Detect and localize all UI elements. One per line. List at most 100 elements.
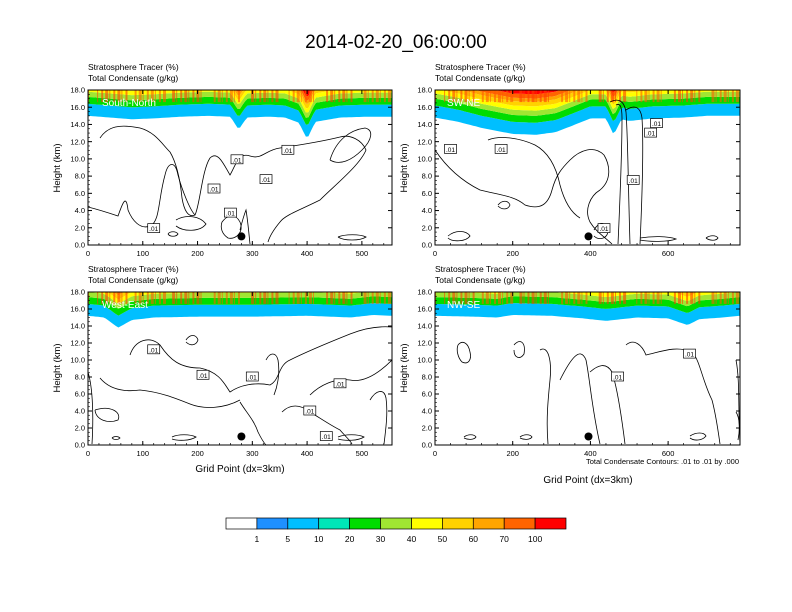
tracer-streak <box>489 292 491 304</box>
panel-nw-se: Stratosphere Tracer (%) Total Condensate… <box>399 264 741 486</box>
tracer-streak <box>444 292 446 304</box>
contour-info: Total Condensate Contours: .01 to .01 by… <box>586 457 739 466</box>
condensate-contour <box>167 231 179 237</box>
tracer-streak <box>225 292 228 304</box>
y-tick-label: 10.0 <box>417 154 432 163</box>
tracer-streak <box>97 292 99 304</box>
panel-header-line-2: Total Condensate (g/kg) <box>435 73 525 83</box>
condensate-contour <box>185 335 199 346</box>
y-tick-label: 0.0 <box>422 441 432 450</box>
tracer-streak <box>494 292 496 304</box>
tracer-streak <box>652 292 655 304</box>
tracer-streak <box>485 90 489 103</box>
contour-label-text: .01 <box>599 226 608 233</box>
tracer-streak <box>460 292 463 304</box>
tracer-streak <box>531 292 535 304</box>
tracer-streak <box>308 90 312 103</box>
tracer-streak <box>561 292 564 304</box>
tracer-streak <box>229 292 233 304</box>
condensate-contour <box>735 411 740 441</box>
tracer-streak <box>452 90 456 103</box>
tracer-streak <box>134 292 137 304</box>
tracer-streak <box>652 90 655 103</box>
tracer-streak <box>326 292 329 304</box>
contour-label-text: .01 <box>283 148 292 155</box>
condensate-contour <box>487 137 581 219</box>
colorbar-swatch <box>318 517 350 530</box>
y-tick-label: 6.0 <box>422 390 432 399</box>
condensate-contour <box>111 436 121 440</box>
colorbar-swatch <box>380 517 412 530</box>
tracer-streak <box>158 292 161 304</box>
tracer-streak <box>259 292 262 304</box>
tracer-streak <box>221 292 223 304</box>
tracer-streak <box>188 90 190 103</box>
tracer-streak <box>117 90 121 103</box>
tracer-streak <box>598 90 602 103</box>
tracer-streak <box>105 292 109 304</box>
y-tick-label: 14.0 <box>70 322 85 331</box>
colorbar-swatch <box>442 517 474 530</box>
contour-label: .01 <box>626 175 640 185</box>
contour-label-text: .01 <box>652 121 661 128</box>
tracer-streak <box>213 90 216 103</box>
tracer-streak <box>192 90 195 103</box>
tracer-streak <box>350 292 353 304</box>
condensate-contour <box>519 434 533 440</box>
tracer-streak <box>217 292 221 304</box>
colorbar: 1 5 10 20 30 40 50 60 70 100 <box>225 517 567 544</box>
tracer-streak <box>346 90 348 103</box>
panel-label: SW-NE <box>447 98 480 109</box>
condensate-contour <box>171 434 197 441</box>
tracer-streak <box>519 90 523 103</box>
tracer-streak <box>485 292 489 304</box>
contour-label: .01 <box>319 431 333 441</box>
colorbar-label: 10 <box>314 534 324 544</box>
tracer-streak <box>387 90 391 103</box>
contour-label: .01 <box>245 371 259 382</box>
x-axis-label: Grid Point (dx=3km) <box>195 464 284 475</box>
contour-label-text: .01 <box>685 352 694 359</box>
tracer-streak <box>644 90 648 103</box>
contour-label: .01 <box>494 144 508 154</box>
y-tick-label: 18.0 <box>70 288 85 297</box>
tracer-streak <box>387 292 391 304</box>
tracer-streak <box>535 292 537 304</box>
tracer-streak <box>678 90 681 103</box>
tracer-streak <box>715 292 717 304</box>
tracer-band <box>435 90 740 111</box>
x-tick-label: 0 <box>86 449 90 458</box>
tracer-streak <box>640 90 643 103</box>
tracer-streak <box>468 292 470 304</box>
colorbar-swatch <box>256 517 289 530</box>
y-tick-label: 18.0 <box>70 86 85 95</box>
y-tick-label: 4.0 <box>422 206 432 215</box>
contour-label-text: .01 <box>232 157 241 164</box>
tracer-streak <box>481 90 484 103</box>
tracer-streak <box>142 292 144 304</box>
tracer-streak <box>379 90 381 103</box>
tracer-streak <box>448 90 451 103</box>
tracer-streak <box>539 292 542 304</box>
contour-label-text: .01 <box>261 177 270 184</box>
tracer-streak <box>196 292 200 304</box>
tracer-streak <box>154 90 156 103</box>
panel-header-line-2: Total Condensate (g/kg) <box>435 275 525 285</box>
contour-label: .01 <box>259 174 273 184</box>
panel-label: South-North <box>102 98 156 109</box>
condensate-contour <box>625 106 644 245</box>
tracer-streak <box>656 90 660 103</box>
x-tick-label: 200 <box>506 449 519 458</box>
panel-south-north: Stratosphere Tracer (%) Total Condensate… <box>52 62 393 258</box>
contour-label: .01 <box>650 118 663 128</box>
contour-label-text: .01 <box>646 131 655 138</box>
tracer-streak <box>690 90 694 103</box>
x-tick-label: 200 <box>191 449 204 458</box>
tracer-streak <box>172 90 176 103</box>
tracer-streak <box>731 292 734 304</box>
tracer-streak <box>271 90 274 103</box>
tracer-streak <box>678 292 681 304</box>
contour-label: .01 <box>196 369 210 380</box>
tracer-streak <box>150 90 154 103</box>
